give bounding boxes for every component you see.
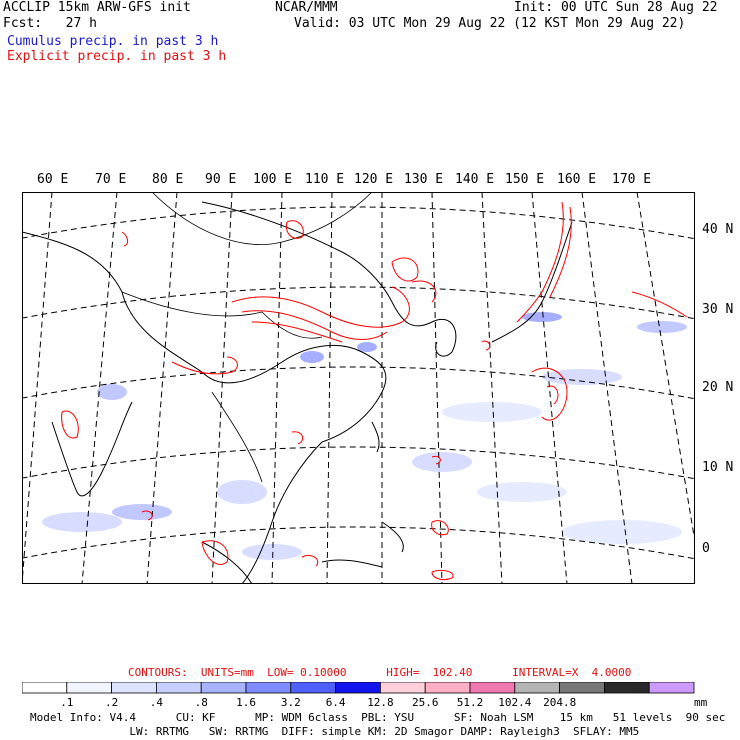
lon-label: 160 E [557, 172, 597, 187]
forecast-hour: Fcst: 27 h [3, 16, 97, 31]
init-time: Init: 00 UTC Sun 28 Aug 22 [514, 0, 718, 15]
precip-map [22, 192, 695, 584]
colorbar-swatch [648, 682, 695, 694]
colorbar-tick: .2 [105, 696, 119, 709]
lon-label: 140 E [455, 172, 495, 187]
precip-colorbar [22, 682, 695, 694]
model-info-line2: LW: RRTMG SW: RRTMG DIFF: simple KM: 2D … [30, 725, 640, 738]
colorbar-swatch [290, 682, 336, 694]
legend-cumulus: Cumulus precip. in past 3 h [7, 34, 219, 49]
cumulus-precip-areas [42, 312, 687, 560]
lon-label: 100 E [253, 172, 293, 187]
colorbar-tick: .1 [60, 696, 74, 709]
lat-label: 40 N [702, 222, 734, 237]
center-name: NCAR/MMM [275, 0, 338, 15]
colorbar-tick: 102.4 [498, 696, 532, 709]
graticule [22, 192, 695, 584]
lat-label: 20 N [702, 380, 734, 395]
lon-label: 150 E [505, 172, 545, 187]
lat-label: 0 [702, 541, 710, 556]
colorbar-swatch [379, 682, 426, 694]
lon-label: 120 E [354, 172, 394, 187]
lon-label: 170 E [612, 172, 652, 187]
lon-label: 90 E [205, 172, 237, 187]
map-frame [22, 192, 695, 584]
colorbar-swatch [335, 682, 381, 694]
colorbar-tick: 3.2 [280, 696, 301, 709]
valid-time: Valid: 03 UTC Mon 29 Aug 22 (12 KST Mon … [294, 16, 686, 31]
lon-label: 60 E [37, 172, 69, 187]
colorbar-tick: 1.6 [236, 696, 256, 709]
colorbar-swatch [559, 682, 605, 694]
colorbar-tick: .8 [194, 696, 208, 709]
colorbar-tick: 25.6 [412, 696, 439, 709]
model-info-line1: Model Info: V4.4 CU: KF MP: WDM 6class P… [30, 711, 726, 724]
colorbar-swatch [469, 682, 516, 694]
colorbar-swatch [514, 682, 560, 694]
model-title: ACCLIP 15km ARW-GFS init [3, 0, 191, 15]
colorbar-swatch [22, 682, 68, 694]
colorbar-tick: 204.8 [543, 696, 577, 709]
coastlines [22, 192, 573, 584]
lon-label: 70 E [95, 172, 127, 187]
lon-label: 110 E [305, 172, 345, 187]
colorbar-unit: mm [694, 696, 708, 709]
lon-label: 130 E [404, 172, 444, 187]
explicit-precip-contours [61, 201, 688, 584]
colorbar-swatch [111, 682, 157, 694]
legend-explicit: Explicit precip. in past 3 h [7, 49, 227, 64]
contours-info: CONTOURS: UNITS=mm LOW= 0.10000 HIGH= 10… [128, 666, 632, 679]
lon-label: 80 E [152, 172, 184, 187]
lat-label: 30 N [702, 302, 734, 317]
colorbar-tick: 12.8 [367, 696, 394, 709]
colorbar-swatch [200, 682, 247, 694]
colorbar-tick: 6.4 [325, 696, 346, 709]
colorbar-swatch [66, 682, 112, 694]
lat-label: 10 N [702, 460, 734, 475]
colorbar-tick: .4 [149, 696, 164, 709]
colorbar-swatch [424, 682, 471, 694]
colorbar-swatch [604, 682, 650, 694]
colorbar-swatch [155, 682, 202, 694]
colorbar-swatch [245, 682, 292, 694]
colorbar-tick: 51.2 [456, 696, 484, 709]
